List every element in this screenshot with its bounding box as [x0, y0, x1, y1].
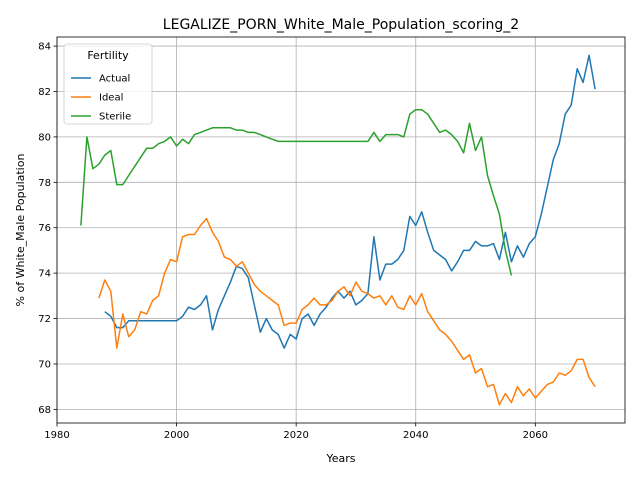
y-tick-label: 68 [38, 405, 51, 416]
legend-title: Fertility [87, 49, 129, 62]
y-tick-label: 72 [38, 314, 51, 325]
y-tick-label: 78 [38, 178, 51, 189]
x-tick-label: 2000 [164, 430, 189, 441]
series-line-sterile [80, 108, 513, 276]
y-tick-label: 70 [38, 359, 51, 370]
series-line-actual [104, 54, 596, 349]
legend: Fertility Actual Ideal Sterile [63, 43, 153, 125]
y-tick-label: 74 [38, 269, 51, 280]
plot-area-frame [56, 36, 626, 424]
y-tick-label: 82 [38, 87, 51, 98]
x-axis-ticks: 1980 2000 2020 2040 2060 [44, 423, 548, 441]
x-axis-label: Years [325, 452, 355, 465]
chart-title: LEGALIZE_PORN_White_Male_Population_scor… [163, 17, 519, 33]
legend-label-ideal: Ideal [99, 93, 123, 104]
y-tick-label: 84 [38, 42, 51, 53]
y-axis-label: % of White_Male Population [14, 154, 27, 307]
x-tick-label: 2020 [283, 430, 308, 441]
series-lines [80, 54, 596, 406]
y-axis-ticks: 68 70 72 74 76 78 80 82 84 [38, 42, 57, 416]
legend-items: Actual Ideal Sterile [71, 74, 131, 123]
x-tick-label: 1980 [44, 430, 69, 441]
y-tick-label: 80 [38, 132, 51, 143]
legend-label-actual: Actual [99, 74, 130, 85]
y-tick-label: 76 [38, 223, 51, 234]
grid-lines [56, 37, 625, 423]
x-tick-label: 2060 [523, 430, 548, 441]
series-line-ideal [98, 217, 596, 406]
legend-box [63, 43, 153, 125]
legend-label-sterile: Sterile [99, 112, 131, 123]
x-tick-label: 2040 [403, 430, 428, 441]
